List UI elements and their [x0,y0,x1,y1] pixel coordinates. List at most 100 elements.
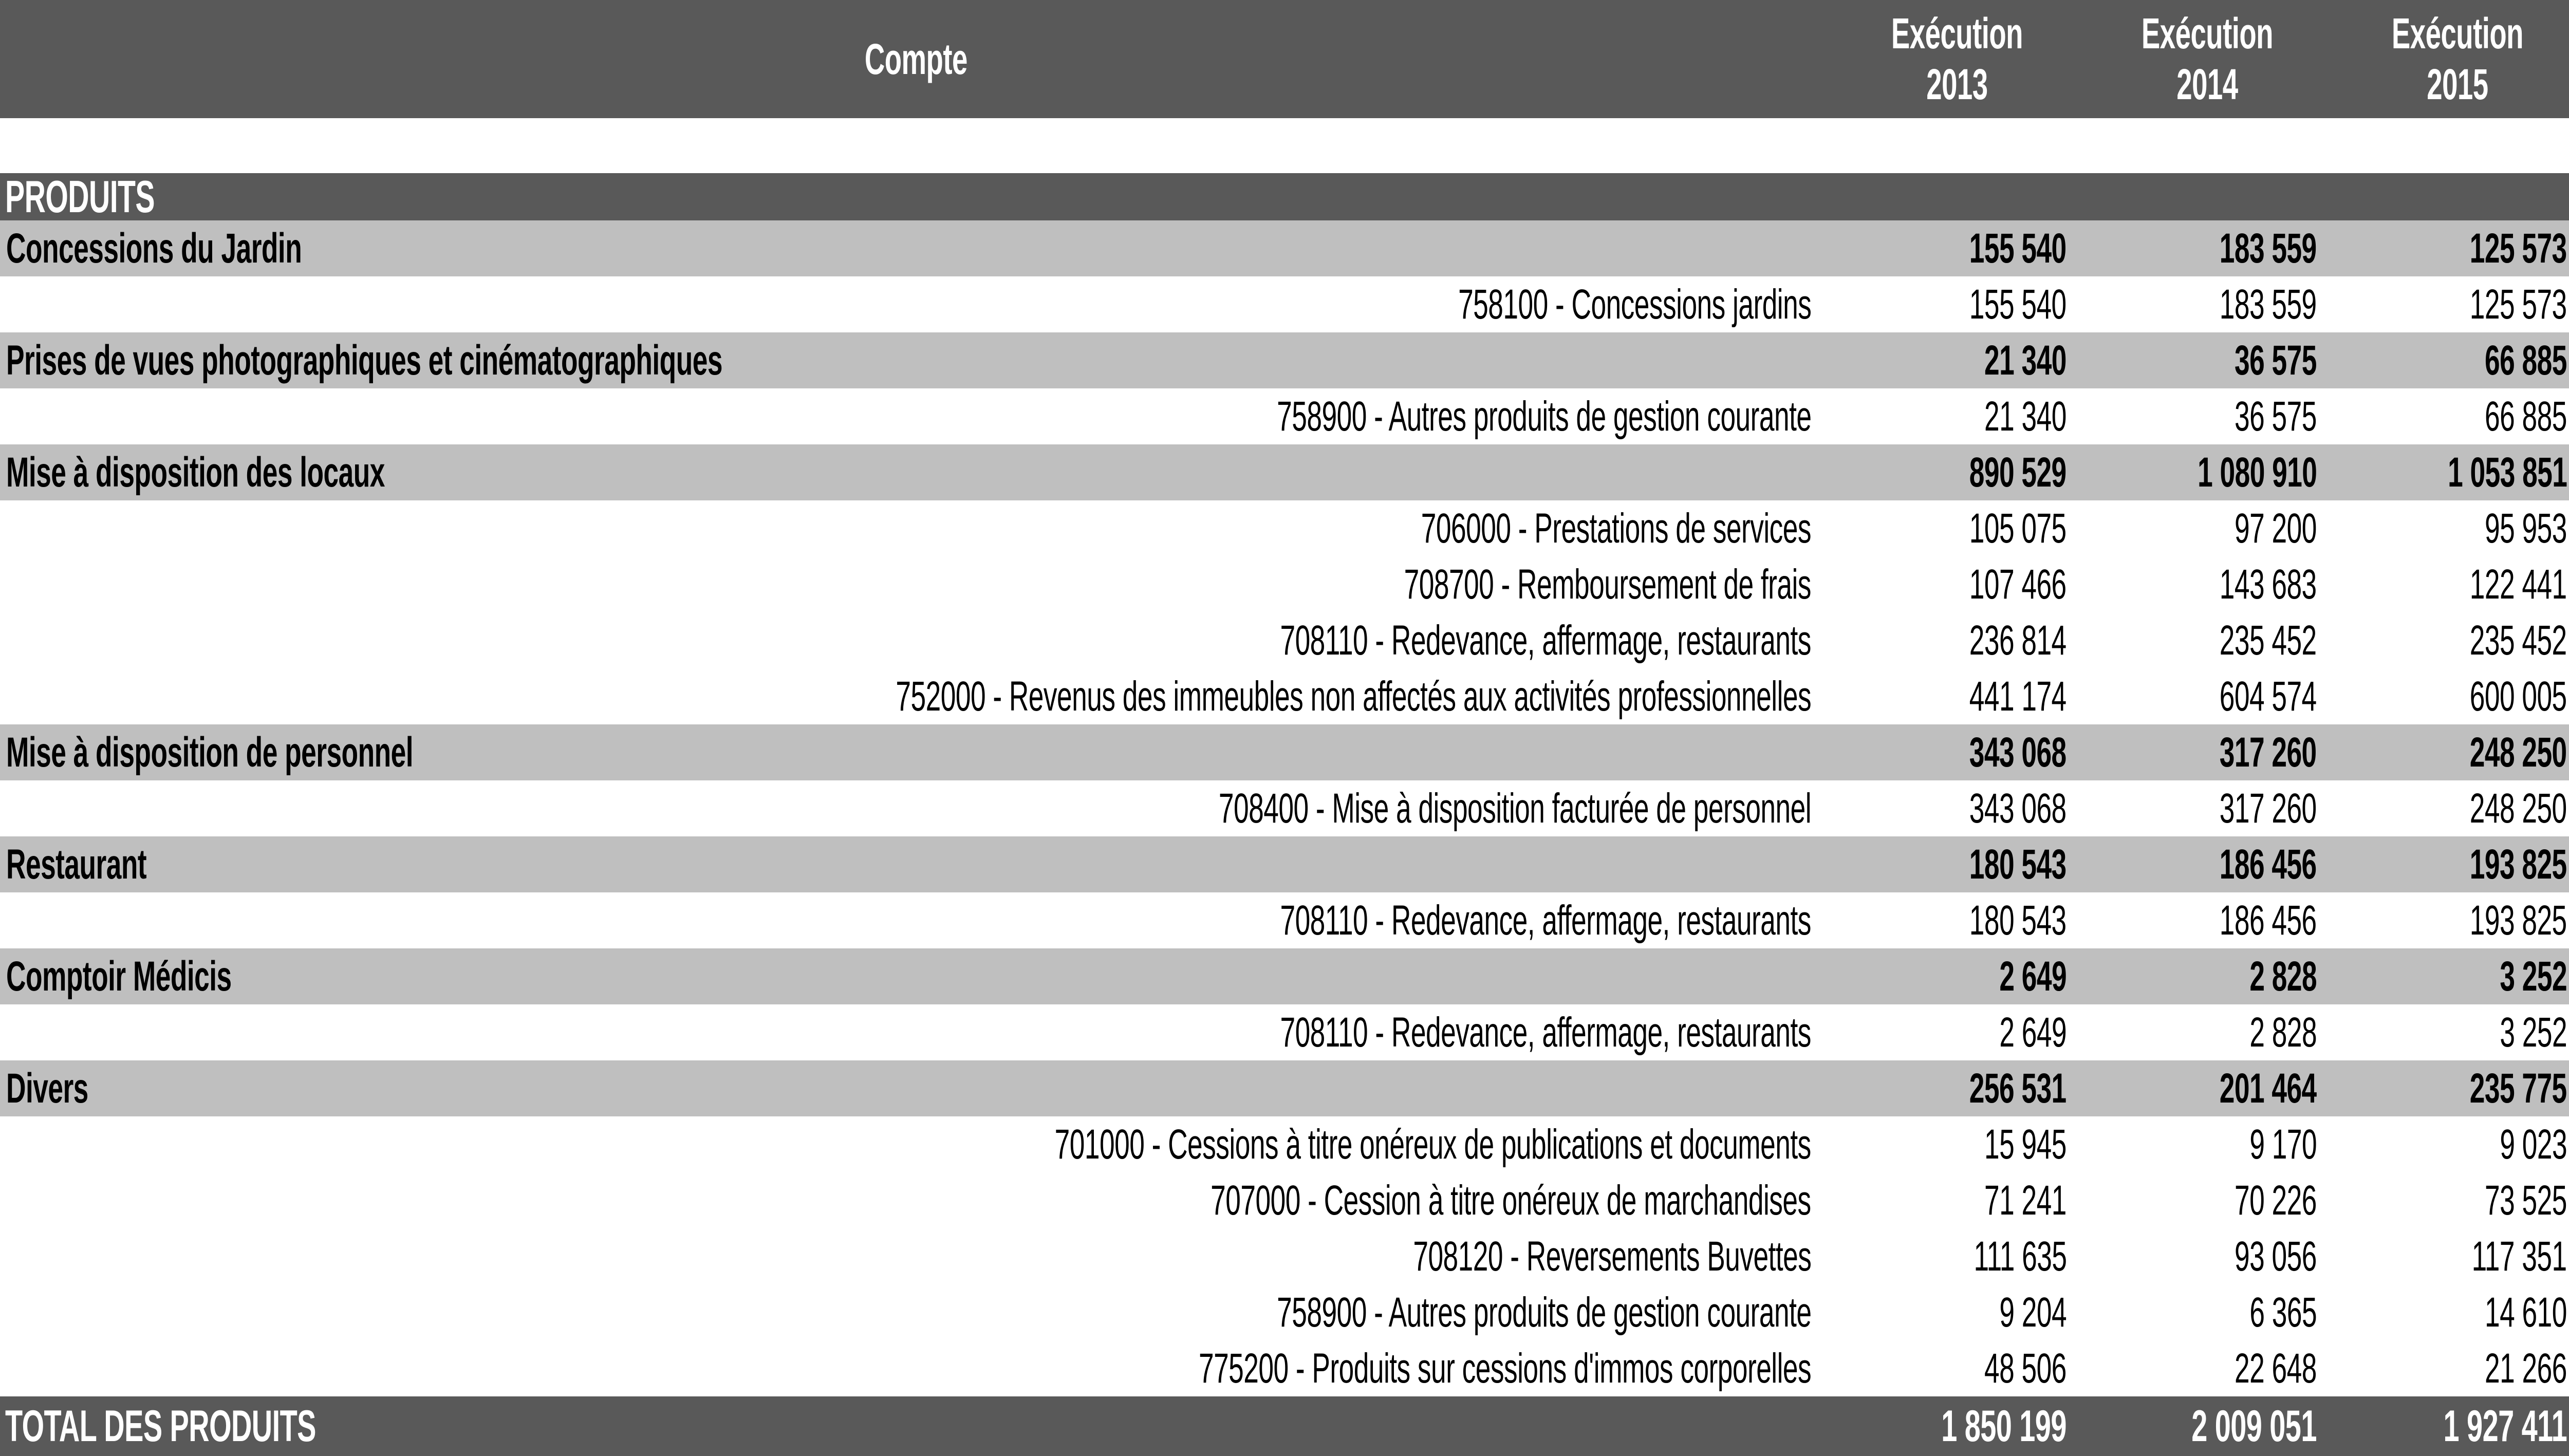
account-cell: 758100 - Concessions jardins [0,276,1832,332]
account-label: 706000 - Prestations de services [1421,505,1812,552]
value: 256 531 [1969,1065,2067,1112]
year-header-prefix: Exécution [1891,9,2023,58]
value-cell: 36 575 [2082,332,2332,388]
value-cell: 183 559 [2082,220,2332,276]
value: 6 365 [2249,1289,2317,1336]
value-cell: 107 466 [1832,556,2082,612]
total-value-cell: 2 009 051 [2082,1396,2332,1456]
year-header-prefix: Exécution [2391,9,2523,58]
category-row: Concessions du Jardin 155 540 183 559 125 5… [0,220,2569,276]
value-cell: 2 828 [2082,1004,2332,1060]
value-cell: 201 464 [2082,1060,2332,1116]
detail-row: 752000 - Revenus des immeubles non affec… [0,668,2569,724]
value-cell: 105 075 [1832,500,2082,556]
detail-row: 708110 - Redevance, affermage, restauran… [0,892,2569,948]
value: 183 559 [2220,225,2317,272]
value: 66 885 [2485,337,2567,384]
value-cell: 3 252 [2332,1004,2569,1060]
account-label: 708700 - Remboursement de frais [1404,561,1812,608]
value-cell: 186 456 [2082,836,2332,892]
account-label: 708110 - Redevance, affermage, restauran… [1280,617,1812,664]
value-cell: 183 559 [2082,276,2332,332]
value: 93 056 [2235,1233,2317,1280]
category-label: Concessions du Jardin [6,225,302,272]
value: 343 068 [1969,729,2067,776]
account-cell: 775200 - Produits sur cessions d'immos c… [0,1340,1832,1396]
value: 2 828 [2249,1009,2317,1056]
account-cell: 701000 - Cessions à titre onéreux de pub… [0,1116,1832,1172]
value-cell: 71 241 [1832,1172,2082,1228]
value: 183 559 [2220,281,2317,328]
value: 180 543 [1969,897,2067,944]
account-label: 758100 - Concessions jardins [1458,281,1812,328]
account-column-header-label: Compte [864,34,968,83]
account-label: 707000 - Cession à titre onéreux de marc… [1211,1177,1812,1224]
account-cell: Restaurant [0,836,1832,892]
value: 248 250 [2470,785,2567,832]
value-cell: 36 575 [2082,388,2332,444]
value-cell: 21 340 [1832,388,2082,444]
value-cell: 180 543 [1832,836,2082,892]
account-cell: 708120 - Reversements Buvettes [0,1228,1832,1284]
value: 125 573 [2470,225,2567,272]
category-label: Mise à disposition de personnel [6,729,414,776]
value-cell: 21 266 [2332,1340,2569,1396]
account-column-header: Compte [0,0,1832,118]
year-header-prefix: Exécution [2141,9,2273,58]
value-cell: 604 574 [2082,668,2332,724]
value: 14 610 [2485,1289,2567,1336]
value-cell: 600 005 [2332,668,2569,724]
value: 21 340 [1984,393,2067,440]
value: 15 945 [1984,1121,2067,1168]
account-cell: Mise à disposition des locaux [0,444,1832,500]
value-cell: 317 260 [2082,780,2332,836]
year-column-header: Exécution 2015 [2332,0,2569,118]
value: 1 053 851 [2447,449,2567,496]
detail-row: 708400 - Mise à disposition facturée de … [0,780,2569,836]
detail-row: 708700 - Remboursement de frais 107 466 14… [0,556,2569,612]
value: 36 575 [2235,337,2317,384]
value: 9 170 [2249,1121,2317,1168]
header-row: Compte Exécution 2013 Exécution 2014 Exécu… [0,0,2569,118]
value-cell: 93 056 [2082,1228,2332,1284]
detail-row: 758100 - Concessions jardins 155 540 183 5… [0,276,2569,332]
value: 317 260 [2220,785,2317,832]
value: 2 649 [1999,953,2067,1000]
value: 3 252 [2500,953,2567,1000]
value: 235 775 [2470,1065,2567,1112]
account-label: 708400 - Mise à disposition facturée de … [1218,785,1812,832]
category-row: Mise à disposition des locaux 890 529 1 08… [0,444,2569,500]
value-cell: 1 080 910 [2082,444,2332,500]
value-cell: 9 170 [2082,1116,2332,1172]
account-label: 752000 - Revenus des immeubles non affec… [896,673,1811,720]
total-label-cell: TOTAL DES PRODUITS [0,1396,1832,1456]
year-column-header: Exécution 2014 [2082,0,2332,118]
value-cell: 235 452 [2082,612,2332,668]
section-header-row: PRODUITS [0,171,2569,222]
category-row: Prises de vues photographiques et cinéma… [0,332,2569,388]
value-cell: 343 068 [1832,780,2082,836]
account-cell: 758900 - Autres produits de gestion cour… [0,388,1832,444]
value: 248 250 [2470,729,2567,776]
value: 143 683 [2220,561,2317,608]
account-label: 758900 - Autres produits de gestion cour… [1276,393,1812,440]
value-cell: 2 649 [1832,1004,2082,1060]
account-cell: 708110 - Redevance, affermage, restauran… [0,892,1832,948]
detail-row: 708120 - Reversements Buvettes 111 635 93 … [0,1228,2569,1284]
year-column-header: Exécution 2013 [1832,0,2082,118]
value-cell: 235 775 [2332,1060,2569,1116]
category-label: Mise à disposition des locaux [6,449,385,496]
value-cell: 15 945 [1832,1116,2082,1172]
value-cell: 441 174 [1832,668,2082,724]
value-cell: 193 825 [2332,892,2569,948]
value: 73 525 [2485,1177,2567,1224]
account-cell: Divers [0,1060,1832,1116]
value: 111 635 [1973,1233,2067,1280]
value: 201 464 [2220,1065,2317,1112]
value-cell: 48 506 [1832,1340,2082,1396]
value-cell: 9 204 [1832,1284,2082,1340]
value: 441 174 [1969,673,2067,720]
value-cell: 21 340 [1832,332,2082,388]
value-cell: 3 252 [2332,948,2569,1004]
